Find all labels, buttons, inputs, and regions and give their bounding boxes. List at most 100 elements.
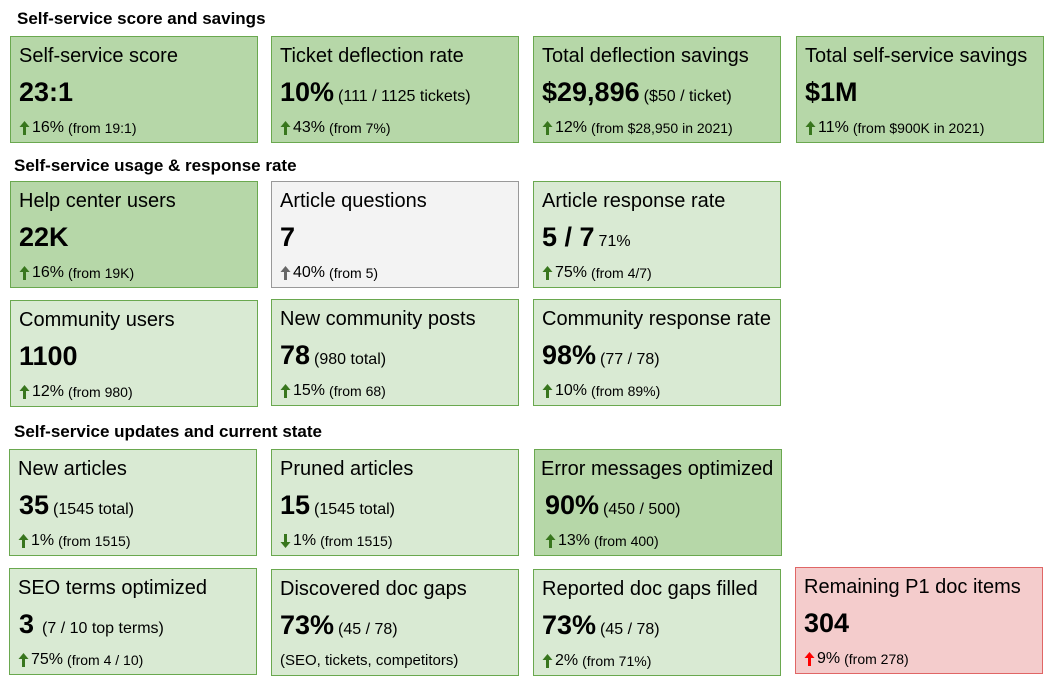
arrow-up-icon <box>19 266 30 280</box>
card-pruned-articles: Pruned articles 15 (1545 total) 1% (from … <box>271 449 519 556</box>
delta-from: (from $900K in 2021) <box>852 120 985 136</box>
arrow-up-icon <box>280 384 291 398</box>
metric-value: 22K <box>19 222 69 252</box>
metric-value: 7 <box>280 222 296 252</box>
card-delta: 12% (from $28,950 in 2021) <box>542 119 733 137</box>
delta-from: (from 4 / 10) <box>67 652 144 668</box>
delta-percent: 16% <box>32 119 65 136</box>
metric-detail: (45 / 78) <box>600 621 660 638</box>
card-value: 7 <box>280 222 295 253</box>
metric-detail: 71% <box>598 233 631 250</box>
card-delta: 1% (from 1515) <box>18 532 130 550</box>
arrow-up-icon <box>19 385 30 399</box>
delta-from: (from 89%) <box>591 383 661 399</box>
card-remaining-p1-doc-items: Remaining P1 doc items 304 9% (from 278) <box>795 567 1043 674</box>
delta-from: (from 980) <box>68 384 133 400</box>
card-value: $29,896 ($50 / ticket) <box>542 77 732 108</box>
delta-percent: 75% <box>555 264 588 281</box>
arrow-up-icon <box>280 121 291 135</box>
card-value: 10% (111 / 1125 tickets) <box>280 77 471 108</box>
card-value: 22K <box>19 222 69 253</box>
arrow-down-icon <box>280 534 291 548</box>
card-value: $1M <box>805 77 858 108</box>
delta-percent: 1% <box>31 532 55 549</box>
card-title: Community users <box>19 309 175 331</box>
card-value: 73% (45 / 78) <box>542 610 660 641</box>
card-ticket-deflection-rate: Ticket deflection rate 10% (111 / 1125 ti… <box>271 36 519 143</box>
card-new-articles: New articles 35 (1545 total) 1% (from 151… <box>9 449 257 556</box>
card-title: Article response rate <box>542 190 726 212</box>
arrow-up-icon <box>542 654 553 668</box>
card-delta: 12% (from 980) <box>19 383 133 401</box>
delta-from: (from 19:1) <box>68 120 137 136</box>
section-title-usage: Self-service usage & response rate <box>14 156 297 175</box>
card-delta: 43% (from 7%) <box>280 119 390 137</box>
card-delta: 16% (from 19K) <box>19 264 134 282</box>
card-value: 304 <box>804 608 849 639</box>
arrow-up-icon <box>542 266 553 280</box>
delta-percent: 15% <box>293 382 326 399</box>
card-community-users: Community users 1100 12% (from 980) <box>10 300 258 407</box>
card-delta: 13% (from 400) <box>545 532 659 550</box>
card-self-service-score: Self-service score 23:1 16% (from 19:1) <box>10 36 258 143</box>
card-discovered-doc-gaps: Discovered doc gaps 73% (45 / 78) (SEO, t… <box>271 569 519 676</box>
card-new-community-posts: New community posts 78 (980 total) 15% (f… <box>271 299 519 406</box>
metric-value: 304 <box>804 608 850 638</box>
metric-value: 73% <box>542 610 597 640</box>
metric-value: 15 <box>280 490 311 520</box>
metric-detail: ($50 / ticket) <box>643 88 732 105</box>
metric-value: 98% <box>542 340 597 370</box>
delta-percent: 9% <box>817 650 841 667</box>
card-title: Discovered doc gaps <box>280 578 467 600</box>
card-total-self-service-savings: Total self-service savings $1M 11% (from… <box>796 36 1044 143</box>
metric-detail: (450 / 500) <box>603 501 681 518</box>
delta-from: (from 5) <box>329 265 379 281</box>
delta-percent: 16% <box>32 264 65 281</box>
card-title: New community posts <box>280 308 476 330</box>
card-title: Ticket deflection rate <box>280 45 464 67</box>
metric-value: $1M <box>805 77 858 107</box>
delta-from: (from 400) <box>594 533 659 549</box>
arrow-up-icon <box>805 121 816 135</box>
card-delta: 1% (from 1515) <box>280 532 392 550</box>
card-title: Self-service score <box>19 45 178 67</box>
delta-percent: 13% <box>558 532 591 549</box>
metric-value: 3 <box>19 609 35 639</box>
card-delta: 10% (from 89%) <box>542 382 660 400</box>
card-value: 1100 <box>19 341 78 372</box>
card-delta: 75% (from 4/7) <box>542 264 652 282</box>
metric-value: 90% <box>545 490 600 520</box>
metric-detail: (980 total) <box>314 351 387 368</box>
card-delta: 9% (from 278) <box>804 650 909 668</box>
delta-percent: 11% <box>818 119 849 136</box>
card-help-center-users: Help center users 22K 16% (from 19K) <box>10 181 258 288</box>
metric-value: 10% <box>280 77 335 107</box>
delta-from: (from 7%) <box>329 120 391 136</box>
delta-from: (from 1515) <box>320 533 393 549</box>
card-delta: 16% (from 19:1) <box>19 119 137 137</box>
card-value: 90% (450 / 500) <box>545 490 680 521</box>
card-value: 3 (7 / 10 top terms) <box>19 609 164 640</box>
card-article-questions: Article questions 7 40% (from 5) <box>271 181 519 288</box>
metric-detail: (1545 total) <box>314 501 395 518</box>
metric-detail: (7 / 10 top terms) <box>42 620 164 637</box>
card-value: 98% (77 / 78) <box>542 340 660 371</box>
delta-percent: 40% <box>293 264 326 281</box>
card-delta: 11% (from $900K in 2021) <box>805 119 984 137</box>
metric-value: 73% <box>280 610 335 640</box>
card-value: 15 (1545 total) <box>280 490 395 521</box>
card-community-response-rate: Community response rate 98% (77 / 78) 10%… <box>533 299 781 406</box>
card-reported-doc-gaps-filled: Reported doc gaps filled 73% (45 / 78) 2%… <box>533 569 781 676</box>
metric-detail: (1545 total) <box>53 501 134 518</box>
card-seo-terms-optimized: SEO terms optimized 3 (7 / 10 top terms) … <box>9 568 257 675</box>
card-title: Remaining P1 doc items <box>804 576 1021 598</box>
delta-from: (from 1515) <box>58 533 131 549</box>
delta-percent: 12% <box>32 383 65 400</box>
metric-value: 1100 <box>19 341 78 371</box>
delta-percent: 2% <box>555 652 579 669</box>
card-value: 73% (45 / 78) <box>280 610 398 641</box>
delta-from: (from 19K) <box>68 265 135 281</box>
card-title: Reported doc gaps filled <box>542 578 758 600</box>
card-title: Help center users <box>19 190 176 212</box>
card-title: Total self-service savings <box>805 45 1028 67</box>
